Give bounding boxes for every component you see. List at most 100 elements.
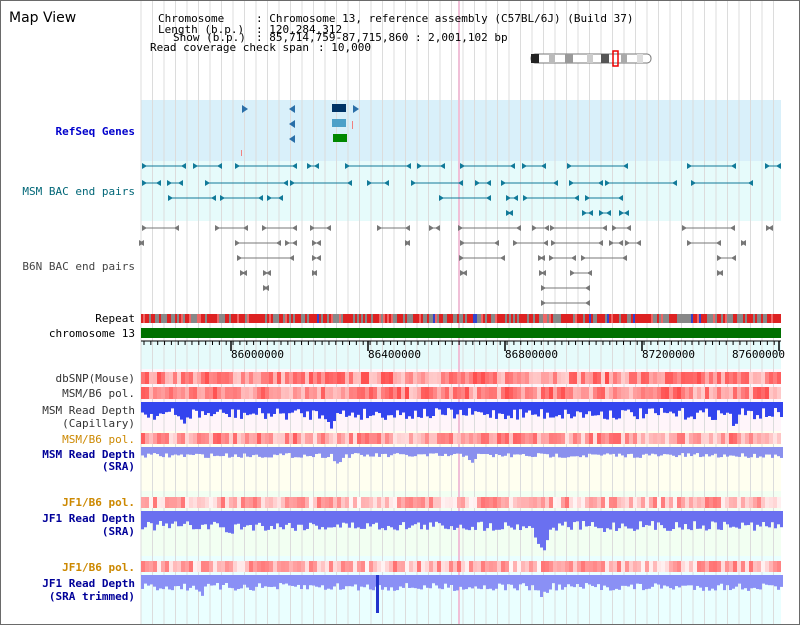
jf1-pol-cell (445, 497, 449, 508)
repeat-segment (565, 314, 567, 323)
repeat-segment (717, 314, 719, 323)
repeat-segment (249, 314, 251, 323)
b6n-bac-pair-end (326, 225, 331, 231)
jf1-trim-depth (582, 575, 585, 589)
msm-cap-depth (189, 402, 192, 419)
jf1-pol-trim-cell (757, 561, 761, 572)
msm-pol-sra-cell (533, 433, 537, 444)
msm-pol-sra-cell (537, 433, 541, 444)
jf1-pol-trim-cell (413, 561, 417, 572)
dbsnp-cell (597, 372, 601, 384)
msm-pol-sra-cell (625, 433, 629, 444)
jf1-pol-trim-cell (517, 561, 521, 572)
msm-sra-depth (486, 447, 489, 455)
dbsnp-cell (773, 372, 777, 384)
msm-pol-cell (377, 387, 381, 399)
jf1-trim-depth (177, 575, 180, 587)
jf1-pol-trim-cell (305, 561, 309, 572)
jf1-trim-depth (612, 575, 615, 591)
jf1-trim-depth (279, 575, 282, 584)
msm-pol-cell (513, 387, 517, 399)
repeat-segment (735, 314, 737, 323)
msm-pol-sra-cell (461, 433, 465, 444)
msm-cap-depth (768, 402, 771, 416)
msm-pol-cell (709, 387, 713, 399)
msm-cap-depth (186, 402, 189, 418)
msm-pol-sra-cell (165, 433, 169, 444)
msm-cap-depth (621, 402, 624, 411)
jf1-pol-trim-cell (297, 561, 301, 572)
msm-pol-cell (337, 387, 341, 399)
msm-sra-depth (249, 447, 252, 458)
msm-cap-depth (306, 402, 309, 412)
msm-bac-pair-end (574, 195, 579, 201)
jf1-pol-cell (489, 497, 493, 508)
msm-sra-depth (186, 447, 189, 455)
track-label-b6n-bac[interactable]: B6N BAC end pairs (22, 260, 135, 273)
jf1-trim-depth (648, 575, 651, 589)
jf1-pol-trim-cell (721, 561, 725, 572)
msm-sra-depth (198, 447, 201, 454)
b6n-bac-pair-end (541, 270, 546, 276)
msm-pol-sra-cell (561, 433, 565, 444)
jf1-trim-depth (219, 575, 222, 590)
jf1-pol-trim-cell (257, 561, 261, 572)
repeat-segment (573, 314, 575, 323)
dbsnp-cell (341, 372, 345, 384)
msm-pol-cell (361, 387, 365, 399)
msm-pol-sra-cell (389, 433, 393, 444)
jf1-trim-depth (615, 575, 618, 589)
msm-pol-cell (157, 387, 161, 399)
dbsnp-cell (497, 372, 501, 384)
msm-pol-sra-cell (573, 433, 577, 444)
jf1-pol-trim-cell (221, 561, 225, 572)
msm-bac-pair-end (307, 163, 312, 169)
track-label-repeat: Repeat (95, 312, 135, 325)
msm-pol-sra-cell (261, 433, 265, 444)
repeat-segment (495, 314, 497, 323)
jf1-pol-cell (329, 497, 333, 508)
dbsnp-cell (741, 372, 745, 384)
dbsnp-cell (685, 372, 689, 384)
jf1-pol-cell (413, 497, 417, 508)
msm-sra-depth (675, 447, 678, 458)
repeat-segment (369, 314, 371, 323)
jf1-pol-cell (513, 497, 517, 508)
jf1-trim-depth (171, 575, 174, 591)
jf1-trim-depth (264, 575, 267, 587)
jf1-pol-cell (769, 497, 773, 508)
msm-sra-depth (744, 447, 747, 457)
msm-cap-depth (387, 402, 390, 416)
jf1-trim-depth (324, 575, 327, 590)
msm-pol-sra-cell (161, 433, 165, 444)
jf1-sra-depth (351, 511, 354, 523)
msm-sra-depth (405, 447, 408, 455)
msm-pol-sra-cell (549, 433, 553, 444)
msm-sra-depth (483, 447, 486, 455)
jf1-sra-depth (519, 511, 522, 531)
msm-pol-cell (565, 387, 569, 399)
msm-pol-sra-cell (769, 433, 773, 444)
repeat-segment (489, 314, 491, 323)
jf1-sra-depth (216, 511, 219, 524)
jf1-sra-depth (687, 511, 690, 530)
jf1-pol-cell (393, 497, 397, 508)
jf1-trim-depth (651, 575, 654, 587)
track-label-msm-bac[interactable]: MSM BAC end pairs (22, 185, 135, 198)
jf1-trim-depth (198, 575, 201, 592)
track-label-refseq-genes[interactable]: RefSeq Genes (55, 125, 135, 138)
msm-sra-depth (582, 447, 585, 456)
repeat-segment (639, 314, 641, 323)
msm-cap-depth (459, 402, 462, 410)
jf1-pol-trim-cell (573, 561, 577, 572)
msm-cap-depth (741, 402, 744, 409)
repeat-segment (243, 314, 245, 323)
dbsnp-cell (373, 372, 377, 384)
msm-cap-depth (273, 402, 276, 414)
track-label-msm-depth-sra: MSM Read Depth (42, 448, 135, 461)
jf1-trim-depth (711, 575, 714, 589)
msm-pol-cell (429, 387, 433, 399)
repeat-segment (511, 314, 513, 323)
jf1-pol-trim-cell (745, 561, 749, 572)
